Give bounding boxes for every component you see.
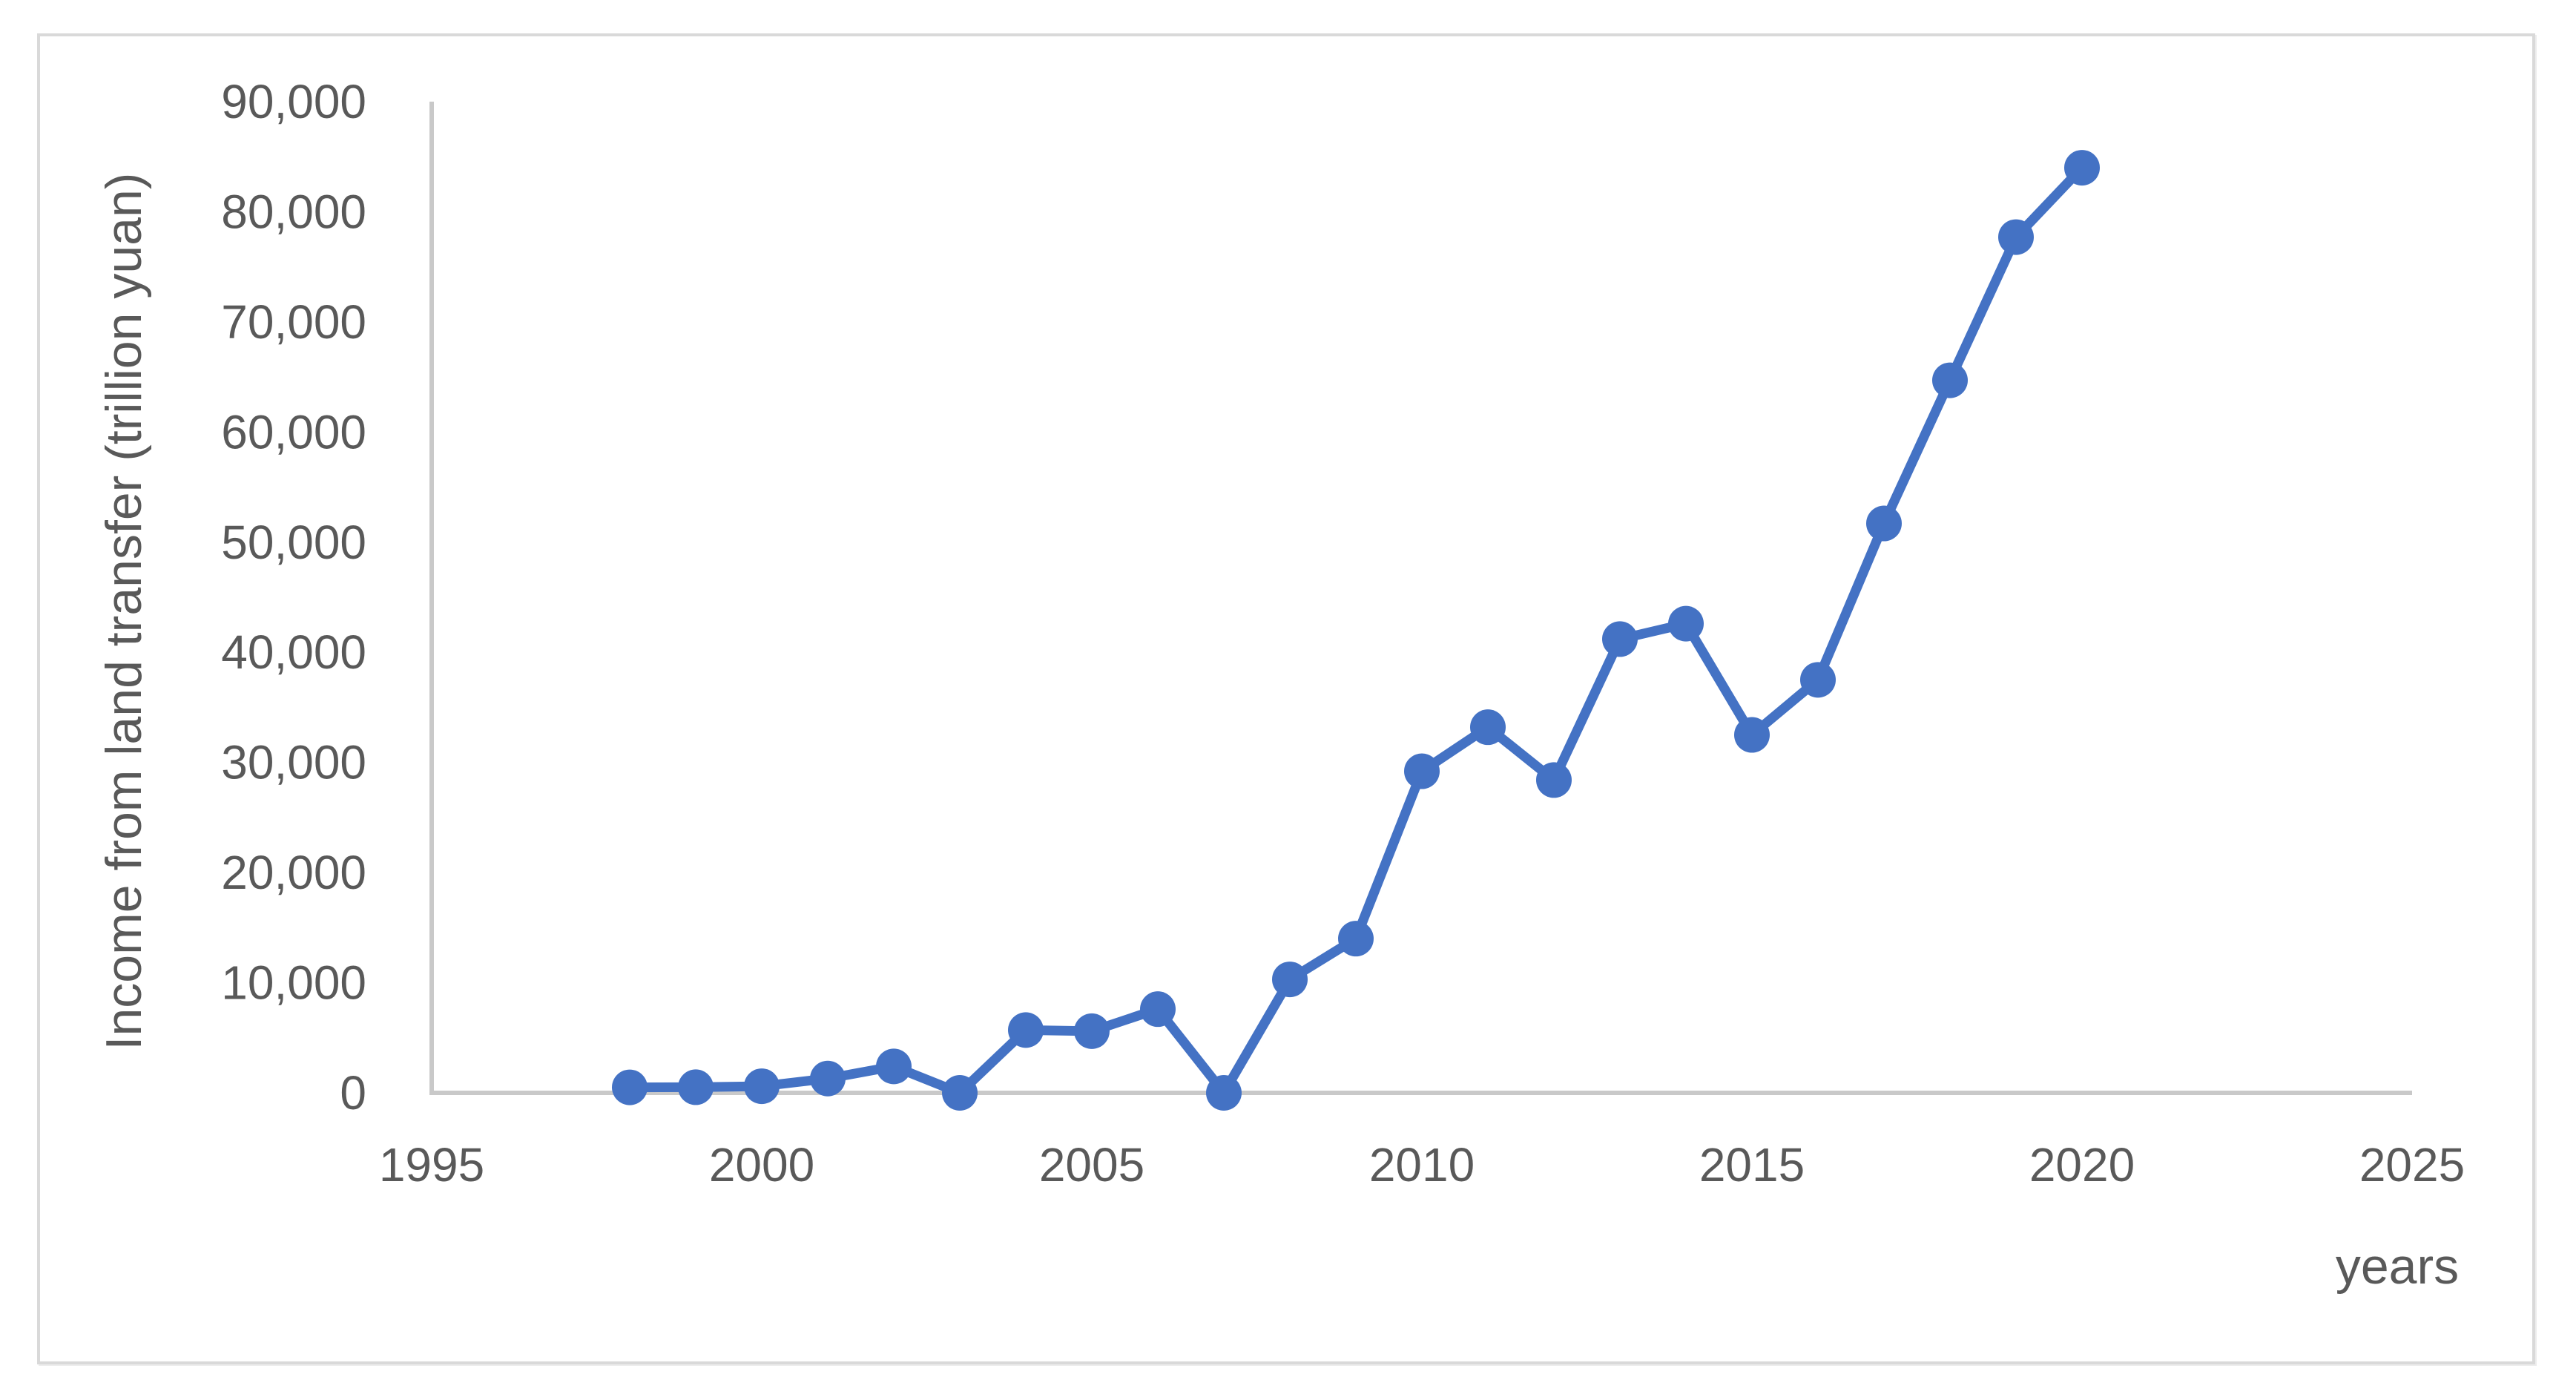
data-point-2000: [744, 1068, 780, 1105]
data-point-2016: [1800, 662, 1836, 698]
data-point-2018: [1932, 362, 1968, 398]
x-axis-ticks: 1995 2000 2005 2010 2015 2020 2025: [379, 1138, 2465, 1192]
x-tick-label: 2015: [1699, 1138, 1805, 1192]
x-tick-label: 2005: [1039, 1138, 1144, 1192]
x-tick-label: 1995: [379, 1138, 484, 1192]
data-point-2007: [1206, 1075, 1242, 1111]
y-axis-ticks: 0 10,000 20,000 30,000 40,000 50,000 60,000 70,…: [221, 75, 366, 1120]
y-tick-label: 10,000: [221, 956, 366, 1010]
x-tick-label: 2020: [2029, 1138, 2135, 1192]
data-point-2019: [1998, 219, 2034, 255]
data-point-2004: [1008, 1012, 1044, 1048]
y-tick-label: 90,000: [221, 75, 366, 128]
data-points: [612, 150, 2100, 1111]
y-tick-label: 80,000: [221, 185, 366, 238]
data-point-2005: [1074, 1013, 1110, 1049]
axis-lines: [429, 102, 2412, 1095]
x-tick-label: 2010: [1369, 1138, 1475, 1192]
x-axis-title: years: [2336, 1238, 2459, 1295]
data-point-2008: [1272, 962, 1308, 998]
data-point-2003: [942, 1075, 978, 1111]
data-point-2006: [1140, 991, 1176, 1028]
data-point-2011: [1470, 709, 1506, 746]
y-tick-label: 40,000: [221, 625, 366, 679]
x-tick-label: 2000: [709, 1138, 814, 1192]
y-tick-label: 70,000: [221, 295, 366, 349]
data-point-2009: [1338, 921, 1374, 957]
data-point-2020: [2064, 150, 2100, 186]
y-tick-label: 50,000: [221, 516, 366, 569]
data-point-1998: [612, 1069, 648, 1105]
line-chart: 0 10,000 20,000 30,000 40,000 50,000 60,000 70,…: [96, 75, 2465, 1295]
data-point-2012: [1536, 762, 1572, 798]
chart-frame: 0 10,000 20,000 30,000 40,000 50,000 60,000 70,…: [37, 33, 2535, 1364]
data-point-2015: [1734, 717, 1770, 753]
data-point-2001: [810, 1060, 846, 1097]
y-axis-title: Income from land transfer (trillion yuan…: [96, 173, 152, 1051]
y-tick-label: 20,000: [221, 846, 366, 899]
data-point-2002: [876, 1048, 912, 1085]
x-tick-label: 2025: [2359, 1138, 2465, 1192]
y-tick-label: 30,000: [221, 736, 366, 789]
data-point-2014: [1668, 605, 1704, 642]
data-point-2010: [1404, 753, 1440, 789]
y-tick-label: 0: [340, 1066, 366, 1120]
data-point-2017: [1866, 505, 1902, 542]
y-tick-label: 60,000: [221, 405, 366, 459]
data-point-2013: [1602, 621, 1638, 657]
data-point-1999: [678, 1069, 714, 1105]
